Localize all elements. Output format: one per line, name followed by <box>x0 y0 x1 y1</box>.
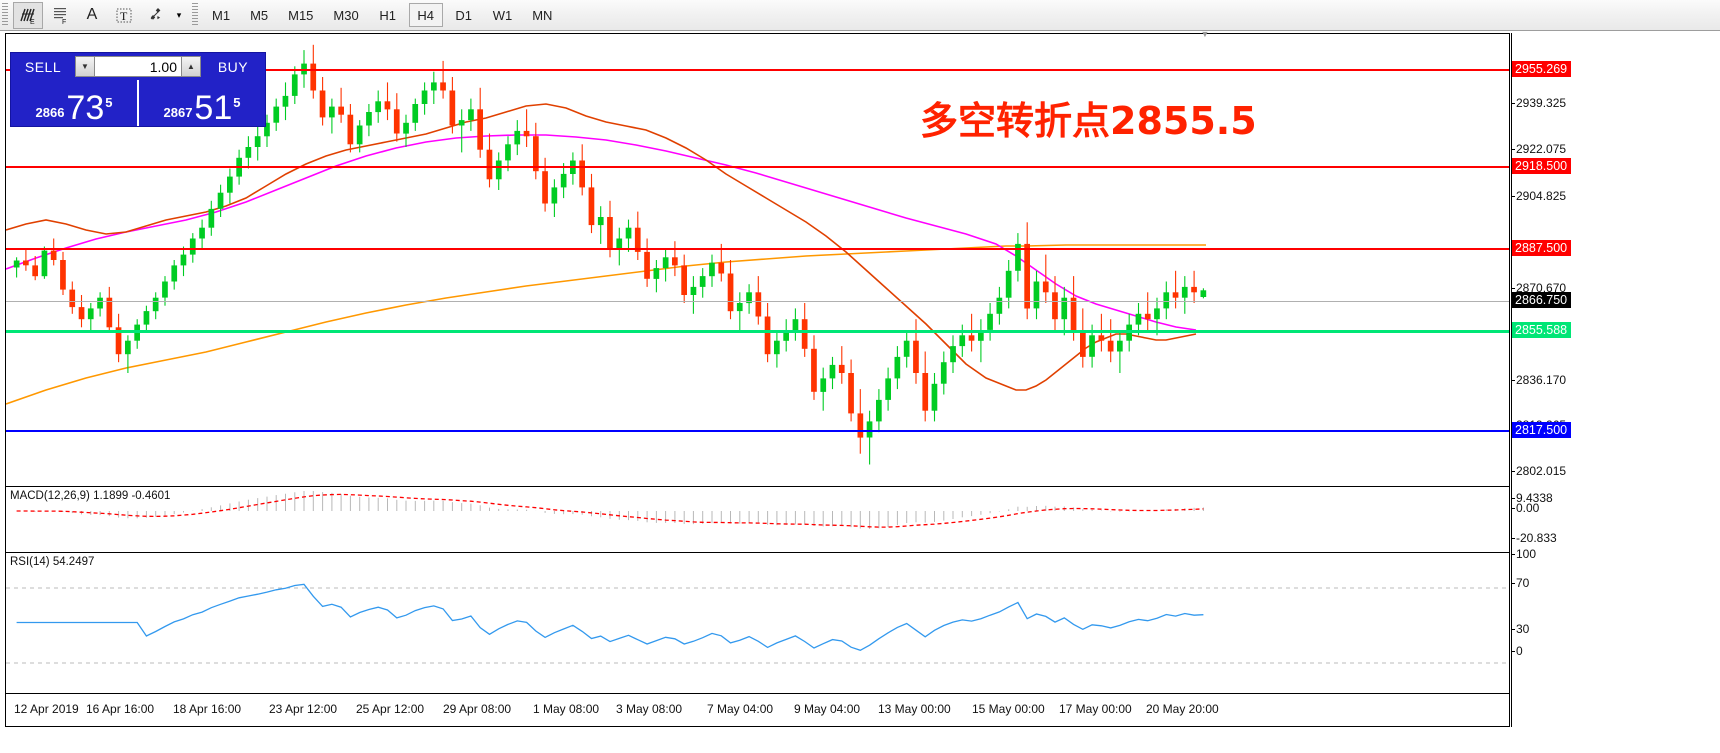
main-toolbar: E F A T <box>0 0 1720 31</box>
chevron-down-icon[interactable]: ▾ <box>176 9 182 20</box>
support-line-2817[interactable] <box>6 430 1509 432</box>
time-label-2: 18 Apr 16:00 <box>173 702 242 716</box>
timeframe-d1[interactable]: D1 <box>455 7 473 23</box>
volume-input[interactable]: 1.00 <box>95 56 181 77</box>
text-icon[interactable]: A <box>86 6 98 23</box>
price-tag-resistance-3[interactable]: 2887.500 <box>1512 240 1572 256</box>
grid-icon[interactable]: F <box>45 2 75 29</box>
timeframe-m15[interactable]: M15 <box>288 7 314 23</box>
objects-icon[interactable] <box>141 2 171 29</box>
sell-price-major: 73 <box>66 89 105 127</box>
sell-price-display[interactable]: 2866 73 5 <box>11 80 137 126</box>
buy-price-major: 51 <box>194 89 233 127</box>
timeframe-h4[interactable]: H4 <box>408 3 443 27</box>
time-label-12: 17 May 00:00 <box>1059 702 1132 716</box>
price-tag-resistance-2[interactable]: 2918.500 <box>1512 158 1572 174</box>
svg-text:F: F <box>62 19 66 25</box>
price-tag-resistance-1[interactable]: 2955.269 <box>1512 61 1572 77</box>
text-label-icon[interactable]: T <box>109 2 139 29</box>
resistance-line-2887[interactable] <box>6 248 1509 250</box>
buy-button[interactable]: BUY <box>217 58 249 75</box>
resistance-line-2955[interactable] <box>6 69 1509 71</box>
time-label-4: 25 Apr 12:00 <box>356 702 425 716</box>
timeframe-m5[interactable]: M5 <box>250 7 269 23</box>
buy-price-integer: 2867 <box>163 105 193 120</box>
svg-text:T: T <box>120 9 128 23</box>
price-pane[interactable] <box>6 34 1509 487</box>
svg-text:E: E <box>30 19 35 25</box>
price-tag-current[interactable]: 2866.750 <box>1512 292 1572 308</box>
rsi-tick-0: 100 <box>1510 547 1537 561</box>
time-label-13: 20 May 20:00 <box>1146 702 1219 716</box>
macd-pane[interactable]: MACD(12,26,9) 1.1899 -0.4601 <box>6 489 1509 553</box>
sell-price-pipette: 5 <box>105 95 113 110</box>
time-label-3: 23 Apr 12:00 <box>269 702 338 716</box>
price-tick-5: 2836.170 <box>1510 373 1567 387</box>
price-scale[interactable]: 2939.3252922.0752904.8252870.6702853.420… <box>1510 33 1716 727</box>
timeframe-m30[interactable]: M30 <box>333 7 359 23</box>
time-label-8: 7 May 04:00 <box>707 702 774 716</box>
timeframe-w1[interactable]: W1 <box>492 7 513 23</box>
time-label-7: 3 May 08:00 <box>616 702 683 716</box>
resistance-line-2918[interactable] <box>6 166 1509 168</box>
time-label-9: 9 May 04:00 <box>794 702 861 716</box>
macd-tick-0: 9.4338 <box>1511 491 1553 505</box>
time-label-1: 16 Apr 16:00 <box>86 702 155 716</box>
support-line-2855[interactable] <box>6 330 1509 333</box>
volume-decrement-button[interactable]: ▼ <box>75 56 95 77</box>
price-tick-7: 2802.015 <box>1510 464 1567 478</box>
current-price-line <box>6 301 1509 302</box>
time-label-0: 12 Apr 2019 <box>14 702 79 716</box>
time-label-11: 15 May 00:00 <box>972 702 1045 716</box>
price-tag-support-green[interactable]: 2855.588 <box>1512 322 1572 338</box>
rsi-pane[interactable]: RSI(14) 54.2497 <box>6 555 1509 692</box>
indicators-icon[interactable]: E <box>13 1 43 29</box>
macd-tick-1: 0.00 <box>1510 501 1540 515</box>
rsi-tick-1: 70 <box>1510 576 1530 590</box>
time-label-5: 29 Apr 08:00 <box>443 702 512 716</box>
sell-button[interactable]: SELL <box>24 58 62 75</box>
price-tick-0: 2939.325 <box>1510 96 1567 110</box>
rsi-label: RSI(14) 54.2497 <box>10 556 95 568</box>
sell-price-integer: 2866 <box>35 105 65 120</box>
macd-tick-2: -20.833 <box>1511 531 1557 545</box>
macd-label: MACD(12,26,9) 1.1899 -0.4601 <box>10 490 171 502</box>
price-tick-3: 2870.670 <box>1510 281 1567 295</box>
timeframe-grip[interactable] <box>192 3 198 27</box>
chart-annotation-text: 多空转折点2855.5 <box>920 99 1257 143</box>
price-tick-1: 2922.075 <box>1510 142 1567 156</box>
pane-splitter-handle[interactable]: ▼ <box>1200 29 1210 39</box>
rsi-tick-2: 30 <box>1510 622 1530 636</box>
timeframe-m1[interactable]: M1 <box>212 7 231 23</box>
timeframe-h1[interactable]: H1 <box>379 7 397 23</box>
one-click-trading-panel[interactable]: SELL ▼ 1.00 ▲ BUY 2866 73 5 2867 51 5 <box>10 52 266 127</box>
buy-price-display[interactable]: 2867 51 5 <box>137 80 265 126</box>
buy-price-pipette: 5 <box>233 95 241 110</box>
chart-area[interactable]: MACD(12,26,9) 1.1899 -0.4601 RSI(14) 54.… <box>5 33 1510 727</box>
price-tag-support-blue[interactable]: 2817.500 <box>1512 422 1572 438</box>
volume-increment-button[interactable]: ▲ <box>181 56 201 77</box>
toolbar-grip[interactable] <box>2 3 8 27</box>
time-label-6: 1 May 08:00 <box>533 702 600 716</box>
rsi-tick-3: 0 <box>1511 644 1523 658</box>
time-axis: 12 Apr 2019 16 Apr 16:00 18 Apr 16:00 23 Ap… <box>6 693 1509 727</box>
time-label-10: 13 May 00:00 <box>878 702 951 716</box>
timeframe-mn[interactable]: MN <box>532 7 553 23</box>
price-tick-2: 2904.825 <box>1510 189 1567 203</box>
candlestick-series <box>6 44 1207 465</box>
